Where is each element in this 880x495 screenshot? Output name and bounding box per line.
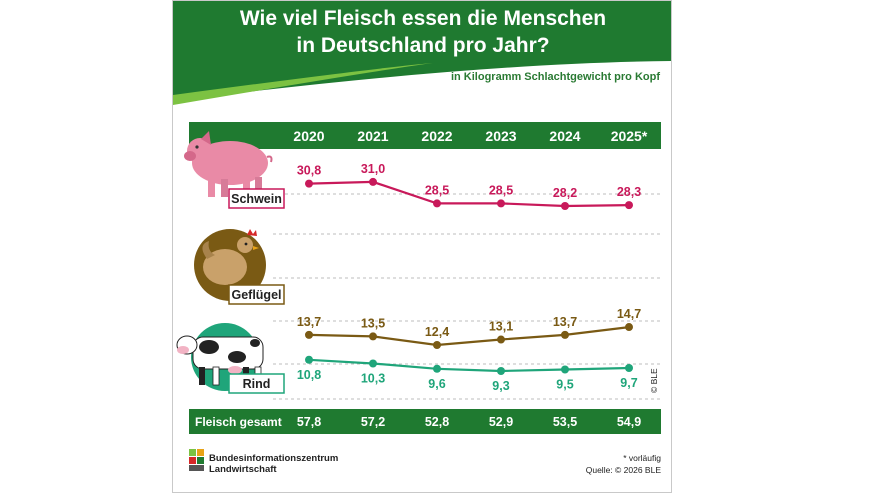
total-band bbox=[189, 409, 661, 434]
year-label: 2024 bbox=[549, 128, 580, 144]
data-label: 13,1 bbox=[489, 320, 513, 334]
total-label: Fleisch gesamt bbox=[195, 415, 282, 429]
data-point bbox=[305, 355, 313, 364]
year-label: 2021 bbox=[357, 128, 388, 144]
total-value: 54,9 bbox=[617, 415, 641, 429]
chart-subtitle: in Kilogramm Schlachtgewicht pro Kopf bbox=[451, 71, 660, 83]
infographic-card: Wie viel Fleisch essen die Menschen in D… bbox=[172, 0, 672, 493]
gridlines bbox=[273, 193, 661, 400]
total-values: 57,8 57,2 52,8 52,9 53,5 54,9 bbox=[297, 415, 641, 429]
copyright-note: © BLE bbox=[649, 368, 659, 393]
data-label: 10,8 bbox=[297, 368, 321, 382]
data-point bbox=[497, 199, 505, 208]
data-label: 14,7 bbox=[617, 307, 641, 321]
series-layer: 30,8 31,0 28,5 28,5 28,2 28,3 13,7 13,5 12,4 13,1… bbox=[297, 162, 641, 393]
data-label: 9,6 bbox=[428, 377, 445, 391]
data-label: 28,5 bbox=[489, 183, 513, 197]
total-value: 57,8 bbox=[297, 415, 321, 429]
data-point bbox=[625, 364, 633, 372]
data-label: 13,5 bbox=[361, 316, 385, 330]
year-label: 2025* bbox=[611, 128, 648, 144]
total-value: 53,5 bbox=[553, 415, 577, 429]
brand-line-2: Landwirtschaft bbox=[209, 464, 277, 475]
data-point bbox=[497, 335, 505, 344]
brand-line-1: Bundesinformationszentrum bbox=[209, 453, 338, 464]
data-point bbox=[433, 364, 441, 373]
total-value: 57,2 bbox=[361, 415, 385, 429]
data-label: 9,3 bbox=[492, 379, 509, 393]
data-point bbox=[433, 199, 441, 208]
data-point bbox=[369, 177, 377, 186]
data-point bbox=[305, 179, 313, 188]
data-point bbox=[625, 323, 633, 332]
header: Wie viel Fleisch essen die Menschen in D… bbox=[173, 1, 671, 105]
svg-text:Geflügel: Geflügel bbox=[231, 288, 281, 302]
data-point bbox=[625, 201, 633, 210]
data-label: 28,2 bbox=[553, 186, 577, 200]
data-label: 13,7 bbox=[297, 315, 321, 329]
chicken-icon bbox=[194, 229, 266, 301]
data-label: 9,5 bbox=[556, 378, 573, 392]
svg-text:Schwein: Schwein bbox=[231, 192, 282, 206]
data-label: 9,7 bbox=[620, 376, 637, 390]
data-label: 28,3 bbox=[617, 185, 641, 199]
year-label: 2022 bbox=[421, 128, 452, 144]
data-label: 31,0 bbox=[361, 162, 385, 176]
series-line-2 bbox=[308, 358, 630, 373]
legend-label-rind: Rind bbox=[228, 373, 285, 394]
data-point bbox=[305, 330, 313, 339]
pig-icon bbox=[184, 131, 273, 197]
total-value: 52,9 bbox=[489, 415, 513, 429]
year-label: 2020 bbox=[293, 128, 324, 144]
series-line-1 bbox=[308, 326, 630, 347]
data-point bbox=[561, 202, 569, 210]
data-label: 28,5 bbox=[425, 183, 449, 197]
data-point bbox=[561, 365, 569, 374]
chart-title-line-2: in Deutschland pro Jahr? bbox=[296, 34, 549, 57]
data-point bbox=[561, 330, 569, 339]
data-label: 13,7 bbox=[553, 315, 577, 329]
year-label: 2023 bbox=[485, 128, 516, 144]
source-note: Quelle: © 2026 BLE bbox=[586, 465, 662, 475]
svg-text:Rind: Rind bbox=[243, 377, 271, 391]
footnote: * vorläufig bbox=[623, 453, 661, 463]
total-value: 52,8 bbox=[425, 415, 449, 429]
chart: Wie viel Fleisch essen die Menschen in D… bbox=[173, 1, 671, 475]
data-point bbox=[369, 332, 377, 341]
year-band bbox=[189, 122, 661, 149]
year-labels: 2020 2021 2022 2023 2024 2025* bbox=[293, 128, 647, 144]
legend-label-schwein: Schwein bbox=[228, 188, 285, 209]
data-point bbox=[369, 359, 377, 368]
data-point bbox=[433, 341, 441, 349]
legend-label-gefluegel: Geflügel bbox=[228, 284, 285, 305]
series-line-0 bbox=[308, 180, 630, 208]
chart-title-line-1: Wie viel Fleisch essen die Menschen bbox=[240, 7, 606, 30]
data-label: 30,8 bbox=[297, 164, 321, 178]
data-label: 10,3 bbox=[361, 372, 385, 386]
ble-logo-icon bbox=[189, 449, 204, 471]
data-label: 12,4 bbox=[425, 325, 449, 339]
data-point bbox=[497, 367, 505, 375]
